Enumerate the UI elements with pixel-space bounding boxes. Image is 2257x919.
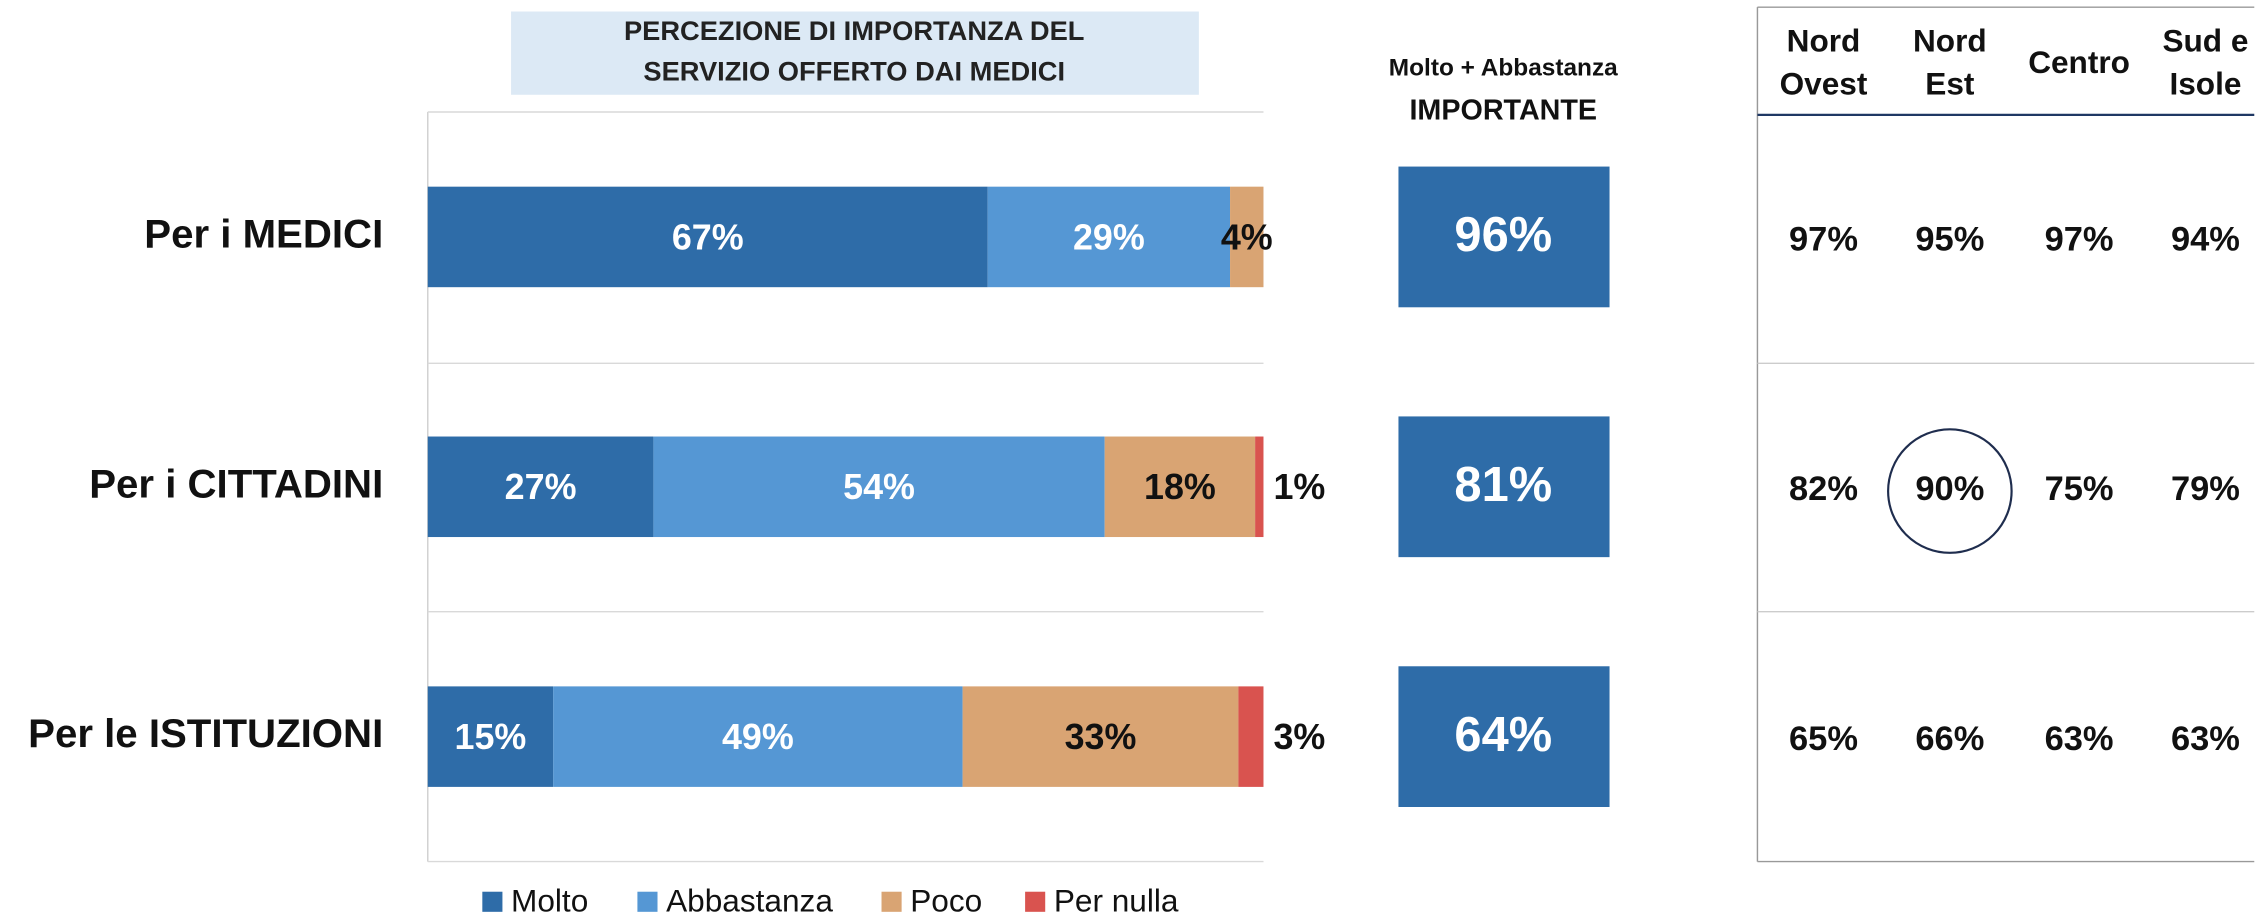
legend-swatch xyxy=(482,891,503,912)
column-header: Centro xyxy=(2028,44,2130,80)
legend-swatch xyxy=(1025,891,1046,912)
legend-label: Abbastanza xyxy=(666,883,833,919)
category-label: Per i MEDICI xyxy=(144,212,383,257)
bar-segment xyxy=(1255,436,1264,538)
column-header: Isole xyxy=(2169,65,2241,101)
summary-box xyxy=(1398,166,1610,308)
bar-segment xyxy=(427,186,988,288)
column-header: Ovest xyxy=(1780,65,1868,101)
chart-title: PERCEZIONE DI IMPORTANZA DEL xyxy=(624,15,1085,46)
value-label: 54% xyxy=(843,467,915,507)
title-box xyxy=(511,11,1199,95)
table-cell: 63% xyxy=(2045,720,2114,758)
summary-value: 96% xyxy=(1454,208,1552,262)
legend-label: Poco xyxy=(910,883,982,919)
table-cell: 90% xyxy=(1915,470,1984,508)
value-label: 29% xyxy=(1073,217,1145,257)
legend-label: Per nulla xyxy=(1054,883,1179,919)
bar-segment xyxy=(1238,686,1264,787)
value-label: 18% xyxy=(1144,467,1216,507)
column-header: Nord xyxy=(1787,22,1861,58)
summary-header: IMPORTANTE xyxy=(1409,95,1597,127)
legend-swatch xyxy=(881,891,902,912)
table-cell: 65% xyxy=(1789,720,1858,758)
bar-segment xyxy=(1104,436,1256,538)
legend-label: Molto xyxy=(511,883,588,919)
summary-header: Molto + Abbastanza xyxy=(1389,54,1618,81)
bar-segment xyxy=(653,436,1105,538)
table-cell: 79% xyxy=(2171,470,2240,508)
bar-segment xyxy=(1230,186,1264,288)
table-cell: 66% xyxy=(1915,720,1984,758)
table-cell: 75% xyxy=(2045,470,2114,508)
value-label: 27% xyxy=(505,467,577,507)
chart-title: SERVIZIO OFFERTO DAI MEDICI xyxy=(643,55,1065,86)
table-cell: 63% xyxy=(2171,720,2240,758)
summary-value: 81% xyxy=(1454,458,1552,512)
summary-value: 64% xyxy=(1454,708,1552,762)
bar-segment xyxy=(553,686,963,787)
value-label: 1% xyxy=(1273,467,1325,507)
column-header: Est xyxy=(1925,65,1975,101)
value-label: 4% xyxy=(1221,217,1273,257)
value-label: 33% xyxy=(1065,717,1137,757)
column-header: Sud e xyxy=(2162,22,2248,58)
column-header: Nord xyxy=(1913,22,1987,58)
bar-segment xyxy=(427,686,554,787)
bar-segment xyxy=(962,686,1239,787)
table-cell: 97% xyxy=(1789,220,1858,258)
summary-box xyxy=(1398,416,1610,558)
value-label: 15% xyxy=(455,717,527,757)
table-cell: 95% xyxy=(1915,220,1984,258)
value-label: 67% xyxy=(672,217,744,257)
category-label: Per i CITTADINI xyxy=(89,461,383,506)
table-cell: 82% xyxy=(1789,470,1858,508)
value-label: 3% xyxy=(1273,717,1325,757)
bar-segment xyxy=(987,186,1231,288)
bar-segment xyxy=(427,436,654,538)
value-label: 49% xyxy=(722,717,794,757)
category-label: Per le ISTITUZIONI xyxy=(28,711,383,756)
table-cell: 94% xyxy=(2171,220,2240,258)
summary-box xyxy=(1398,666,1610,807)
legend-swatch xyxy=(637,891,658,912)
table-cell: 97% xyxy=(2045,220,2114,258)
highlight-circle xyxy=(1887,428,2013,554)
